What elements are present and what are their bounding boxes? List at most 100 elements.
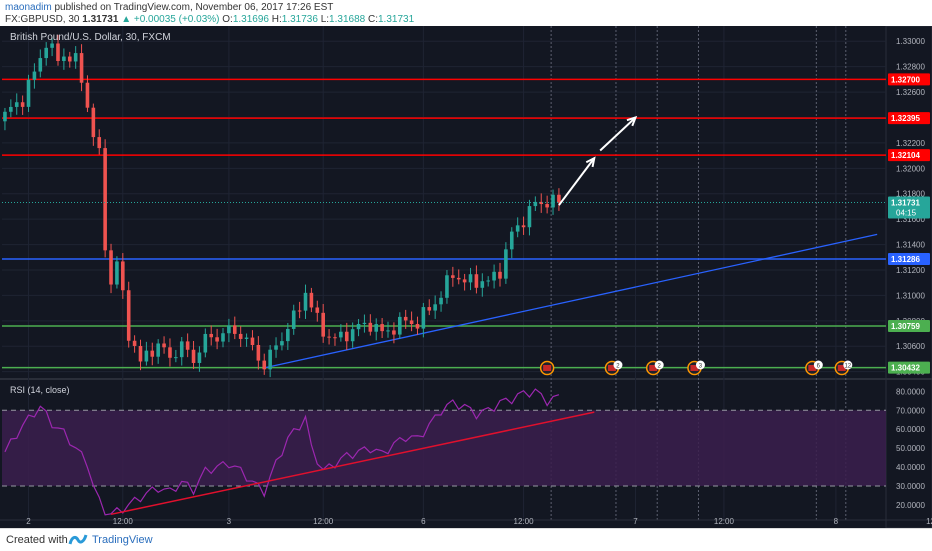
time-tick-label: 12:00: [926, 517, 932, 526]
candle-body: [256, 345, 261, 361]
candle-body: [333, 337, 337, 339]
candle-body: [97, 137, 102, 149]
candle-body: [156, 343, 160, 357]
candle-body: [73, 53, 78, 62]
low-value: 1.31688: [329, 14, 366, 25]
candle-body: [427, 307, 432, 311]
level-price-label: 1.32700: [891, 75, 920, 84]
rsi-trendline: [110, 411, 595, 516]
price-tick-label: 1.31400: [896, 241, 925, 250]
author-link[interactable]: maonadim: [5, 2, 52, 13]
candle-body: [197, 352, 202, 363]
candle-body: [91, 107, 96, 138]
level-price-label: 1.30432: [891, 364, 920, 373]
candle-body: [468, 274, 473, 283]
candle-body: [32, 71, 37, 80]
flag-icon: [649, 365, 658, 371]
candle-body: [250, 337, 255, 346]
candle-body: [79, 53, 84, 83]
candle-body: [203, 333, 208, 353]
candle-body: [209, 333, 214, 338]
candle-body: [50, 43, 54, 48]
candle-body: [286, 328, 290, 342]
price-chart[interactable]: 1.330001.328001.326001.324001.322001.320…: [0, 26, 932, 528]
price-tick-label: 1.32000: [896, 164, 925, 173]
price-tick-label: 1.31800: [896, 190, 925, 199]
level-price-tag: [888, 253, 930, 266]
time-tick-label: 6: [421, 517, 426, 526]
close-label: C:: [367, 14, 378, 25]
candle-body: [174, 357, 178, 359]
price-tick-label: 1.30600: [896, 342, 925, 351]
price-tick-label: 1.31000: [896, 291, 925, 300]
candle-body: [14, 102, 19, 107]
close-value: 1.31731: [377, 14, 415, 25]
candle-body: [480, 281, 485, 288]
rsi-tick-label: 30.0000: [896, 482, 925, 491]
flag-icon: [837, 365, 846, 371]
rsi-tick-label: 40.0000: [896, 463, 925, 472]
time-tick-label: 2: [26, 517, 31, 526]
candle-body: [509, 231, 514, 250]
event-count-label: 2: [616, 364, 620, 370]
candle-body: [20, 102, 25, 107]
event-count-badge: [695, 360, 705, 370]
flag-icon: [808, 365, 817, 371]
level-price-label: 1.32395: [891, 114, 920, 123]
candle-body: [168, 347, 172, 358]
tradingview-brand-link[interactable]: TradingView: [92, 534, 153, 546]
tradingview-logo-icon: [68, 534, 88, 545]
candle-body: [303, 292, 308, 311]
price-tick-label: 1.32600: [896, 88, 925, 97]
candle-body: [221, 333, 225, 342]
candle-body: [344, 331, 349, 342]
candle-body: [67, 56, 72, 62]
candle-body: [321, 312, 325, 337]
candle-body: [280, 341, 284, 346]
candle-body: [433, 304, 437, 311]
candle-body: [368, 322, 373, 332]
created-with-text: Created with: [6, 534, 68, 546]
level-price-label: 1.31286: [891, 255, 920, 264]
candle-body: [350, 329, 355, 342]
last-price-tag: [888, 196, 930, 219]
candle-body: [439, 297, 443, 305]
candle-body: [409, 320, 414, 325]
high-label: H:: [271, 14, 282, 25]
symbol-label: FX:GBPUSD, 30: [5, 14, 80, 25]
candle-body: [462, 279, 467, 283]
candle-body: [232, 325, 237, 334]
candle-body: [215, 337, 219, 342]
price-tick-label: 1.32200: [896, 139, 925, 148]
candle-body: [227, 325, 231, 334]
time-tick-label: 7: [633, 517, 638, 526]
event-count-label: 12: [844, 364, 851, 370]
candle-body: [244, 337, 249, 339]
candle-body: [327, 336, 331, 338]
candle-body: [56, 43, 60, 61]
time-tick-label: 12:00: [113, 517, 134, 526]
event-count-label: 3: [699, 364, 703, 370]
candle-body: [527, 206, 532, 228]
candle-body: [474, 274, 479, 288]
candle-body: [339, 331, 343, 338]
candle-body: [44, 47, 48, 59]
candle-body: [545, 204, 549, 208]
flag-icon: [607, 365, 616, 371]
footer: Created with TradingView: [0, 528, 932, 551]
event-count-badge: [654, 360, 664, 370]
projection-arrow: [599, 116, 637, 152]
candle-body: [533, 201, 538, 207]
candle-body: [115, 261, 119, 285]
candle-body: [62, 56, 66, 61]
candle-body: [451, 275, 455, 278]
candle-body: [521, 225, 526, 228]
chart-header: maonadim published on TradingView.com, N…: [0, 0, 932, 26]
candle-body: [138, 345, 143, 362]
candle-body: [486, 280, 490, 282]
open-label: O:: [222, 14, 233, 25]
published-text: published on TradingView.com, November 0…: [54, 2, 334, 13]
candle-body: [445, 275, 449, 298]
time-tick-label: 12:00: [514, 517, 535, 526]
bar-countdown-label: 04:15: [896, 209, 917, 218]
